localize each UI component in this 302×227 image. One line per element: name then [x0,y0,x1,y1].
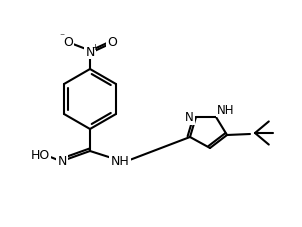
Text: O: O [63,35,73,48]
Text: O: O [107,35,117,48]
Text: N: N [85,45,95,58]
Text: NH: NH [111,155,129,168]
Text: +: + [92,42,98,51]
Text: HO: HO [31,149,50,162]
Text: N: N [57,155,67,168]
Text: ⁻: ⁻ [59,32,65,42]
Text: N: N [185,111,194,124]
Text: NH: NH [217,104,234,116]
